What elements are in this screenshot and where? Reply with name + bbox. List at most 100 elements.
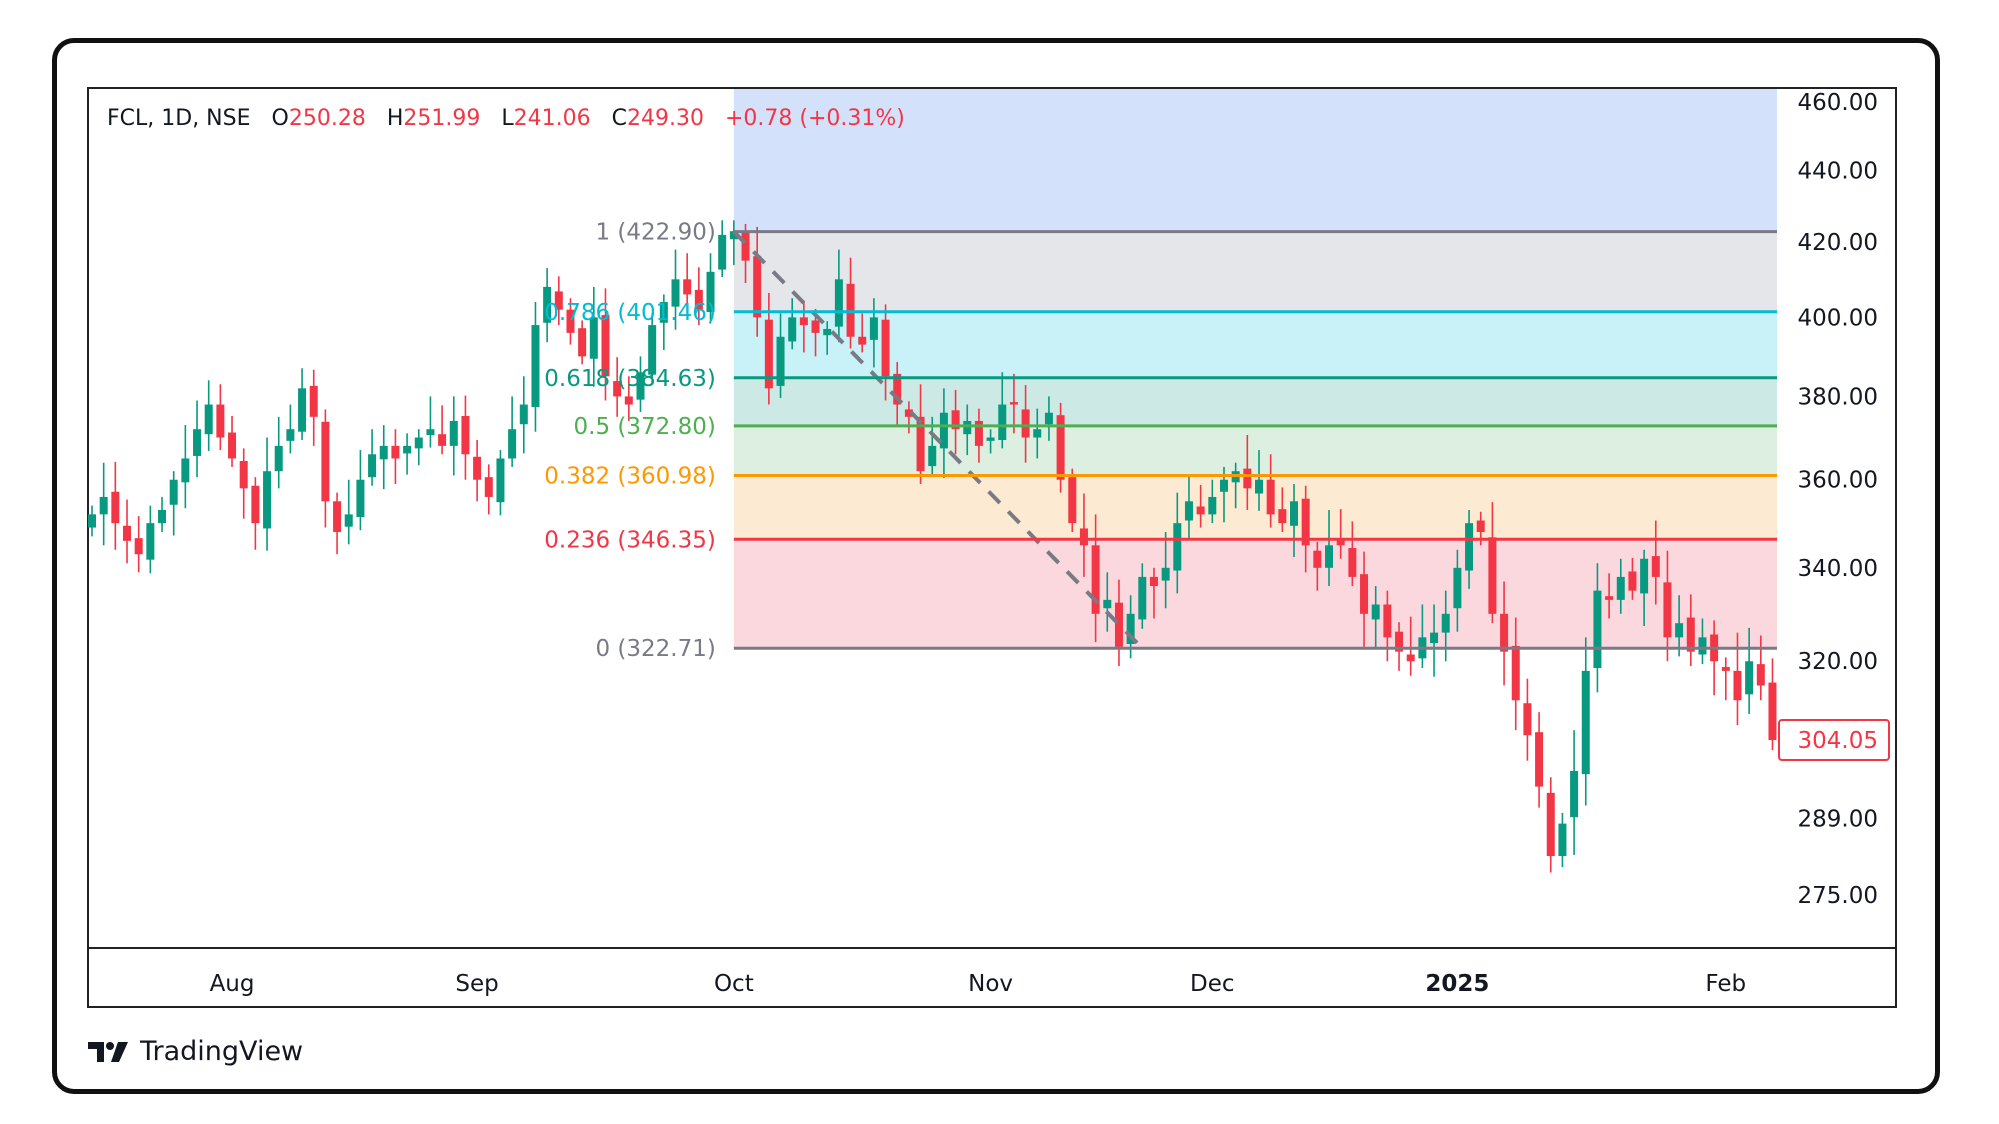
candle-body (1745, 661, 1754, 695)
candle-body (123, 525, 132, 541)
candle-body (834, 279, 843, 327)
candle-body (1208, 496, 1217, 515)
candle-body (1360, 574, 1369, 614)
candle-body (438, 434, 447, 446)
time-tick-label: Aug (210, 971, 255, 997)
candle-body (624, 396, 633, 405)
candle-body (904, 409, 913, 417)
symbol-label[interactable]: FCL, 1D, NSE (107, 106, 251, 131)
candle-body (158, 509, 167, 524)
candle-body (1733, 670, 1742, 701)
last-price-label: 304.05 (1798, 728, 1878, 754)
candle-body (321, 421, 330, 502)
candle-body (263, 471, 272, 529)
candle-body (1336, 539, 1345, 546)
candle-body (1044, 412, 1053, 425)
candle-body (484, 477, 493, 497)
candle-body (1581, 670, 1590, 775)
candle-body (531, 325, 540, 407)
fib-zone (733, 539, 1777, 649)
candle-body (146, 523, 155, 560)
open-label: O (271, 106, 289, 131)
time-tick-label: Nov (968, 971, 1013, 997)
candle-body (1535, 732, 1544, 787)
candle-body (1395, 631, 1404, 652)
candle-body (613, 381, 622, 397)
ohlc-legend: FCL, 1D, NSE O250.28 H251.99 L241.06 C24… (107, 106, 905, 131)
candle-body (1570, 770, 1579, 818)
candle-body (181, 458, 190, 483)
candle-body (426, 429, 435, 436)
last-price-badge (1778, 719, 1890, 762)
candle-body (1033, 429, 1042, 438)
fib-level-label: 0.618 (384.63) (544, 366, 716, 392)
candle-body (1196, 506, 1205, 515)
candle-body (1453, 567, 1462, 609)
candle-body (1068, 477, 1077, 524)
candle-body (1313, 550, 1322, 568)
candle-body (1278, 509, 1287, 524)
candle-body (823, 328, 832, 336)
candle-body (1138, 576, 1147, 620)
chart-container[interactable] (87, 87, 1897, 1008)
candle-body (543, 286, 552, 323)
candle-body (519, 404, 528, 425)
candle-body (1663, 582, 1672, 638)
candle-body (939, 412, 948, 449)
candle-body (1546, 792, 1555, 857)
fib-trend-line (732, 230, 1144, 650)
candle-body (1266, 479, 1275, 515)
candle-body (449, 420, 458, 446)
fib-level-label: 0.786 (401.46) (544, 300, 716, 326)
candle-body (869, 317, 878, 340)
candle-body (916, 416, 925, 472)
candle-body (1056, 415, 1065, 480)
candle-body (799, 317, 808, 326)
candle-body (1184, 501, 1193, 521)
fib-zone-above (733, 89, 1777, 232)
time-tick-label: Dec (1190, 971, 1235, 997)
candle-body (1126, 613, 1135, 644)
candle-body (881, 319, 890, 377)
high-label: H (386, 106, 404, 131)
price-tick-label: 275.00 (1798, 883, 1878, 909)
candle-body (1721, 667, 1730, 671)
candle-body (1348, 548, 1357, 577)
low-value: 241.06 (513, 106, 591, 131)
candle-body (1009, 402, 1018, 405)
price-tick-label: 360.00 (1798, 468, 1878, 494)
candle-body (788, 317, 797, 342)
candle-body (298, 388, 307, 432)
fib-level-label: 1 (422.90) (595, 220, 715, 246)
price-tick-label: 380.00 (1798, 384, 1878, 410)
candle-body (333, 501, 342, 532)
candle-body (1371, 604, 1380, 620)
candle-body (1301, 498, 1310, 546)
candle-body (1149, 576, 1158, 587)
fib-level-label: 0 (322.71) (595, 636, 715, 662)
fib-zone (733, 377, 1777, 426)
candle-body (461, 416, 470, 455)
price-tick-label: 440.00 (1798, 159, 1878, 185)
candle-body (1091, 545, 1100, 614)
time-tick-label: 2025 (1425, 971, 1489, 997)
candle-body (671, 279, 680, 307)
candle-body (1511, 645, 1520, 701)
candle-body (1628, 571, 1637, 591)
candle-body (601, 315, 610, 377)
candle-body (1640, 558, 1649, 594)
candle-body (1756, 664, 1765, 686)
candle-body (706, 271, 715, 312)
candle-body (1698, 637, 1707, 655)
tradingview-logo[interactable]: TradingView (88, 1036, 303, 1067)
candle-body (496, 458, 505, 503)
candle-body (379, 445, 388, 460)
candle-body (1675, 623, 1684, 638)
candle-body (251, 485, 260, 524)
candle-body (1523, 703, 1532, 736)
candle-body (694, 289, 703, 310)
candle-body (169, 479, 178, 505)
candle-body (1219, 479, 1228, 492)
candle-body (566, 309, 575, 333)
